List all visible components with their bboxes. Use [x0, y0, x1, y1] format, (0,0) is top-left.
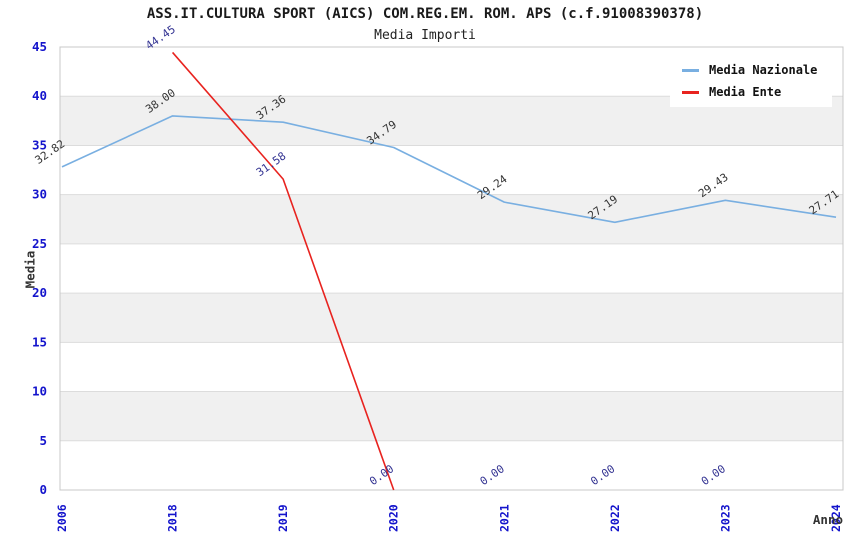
- y-tick-label: 10: [32, 384, 47, 399]
- legend: Media Nazionale Media Ente: [670, 55, 832, 107]
- y-tick-label: 45: [32, 39, 47, 54]
- y-tick-label: 25: [32, 236, 47, 251]
- legend-label-media-nazionale: Media Nazionale: [709, 63, 818, 77]
- x-tick-label: 2006: [55, 504, 69, 532]
- x-tick-label: 2023: [718, 504, 732, 532]
- series-line-0: [61, 115, 837, 224]
- y-tick-label: 0: [39, 482, 47, 497]
- legend-item-media-nazionale: Media Nazionale: [682, 62, 822, 78]
- legend-label-media-ente: Media Ente: [709, 85, 782, 99]
- y-tick-label: 20: [32, 285, 47, 300]
- x-axis-title: Anno: [812, 512, 843, 527]
- legend-item-media-ente: Media Ente: [682, 84, 822, 100]
- x-tick-label: 2024: [829, 504, 843, 532]
- y-tick-label: 15: [32, 334, 47, 349]
- y-tick-label: 40: [32, 88, 47, 103]
- y-tick-label: 35: [32, 137, 47, 152]
- y-tick-labels: 0 5 10 15 20 25 30 35 40 45: [32, 39, 47, 497]
- x-tick-label: 2018: [166, 504, 180, 532]
- x-tick-label: 2020: [387, 504, 401, 532]
- chart-subtitle: Media Importi: [374, 28, 476, 43]
- x-tick-label: 2021: [497, 504, 511, 532]
- plot-border: [59, 46, 844, 491]
- x-tick-label: 2022: [608, 504, 622, 532]
- series-line-1: [171, 51, 395, 491]
- y-tick-label: 5: [39, 433, 47, 448]
- media-nazionale-line-swatch: [682, 68, 699, 72]
- plot-bands: [60, 47, 843, 490]
- chart-title: ASS.IT.CULTURA SPORT (AICS) COM.REG.EM. …: [146, 6, 704, 22]
- media-ente-line-swatch: [682, 90, 699, 94]
- x-tick-labels: 2006 2018 2019 2020 2021 2022 2023 2024: [55, 504, 843, 532]
- y-tick-label: 30: [32, 187, 47, 202]
- x-tick-label: 2019: [276, 504, 290, 532]
